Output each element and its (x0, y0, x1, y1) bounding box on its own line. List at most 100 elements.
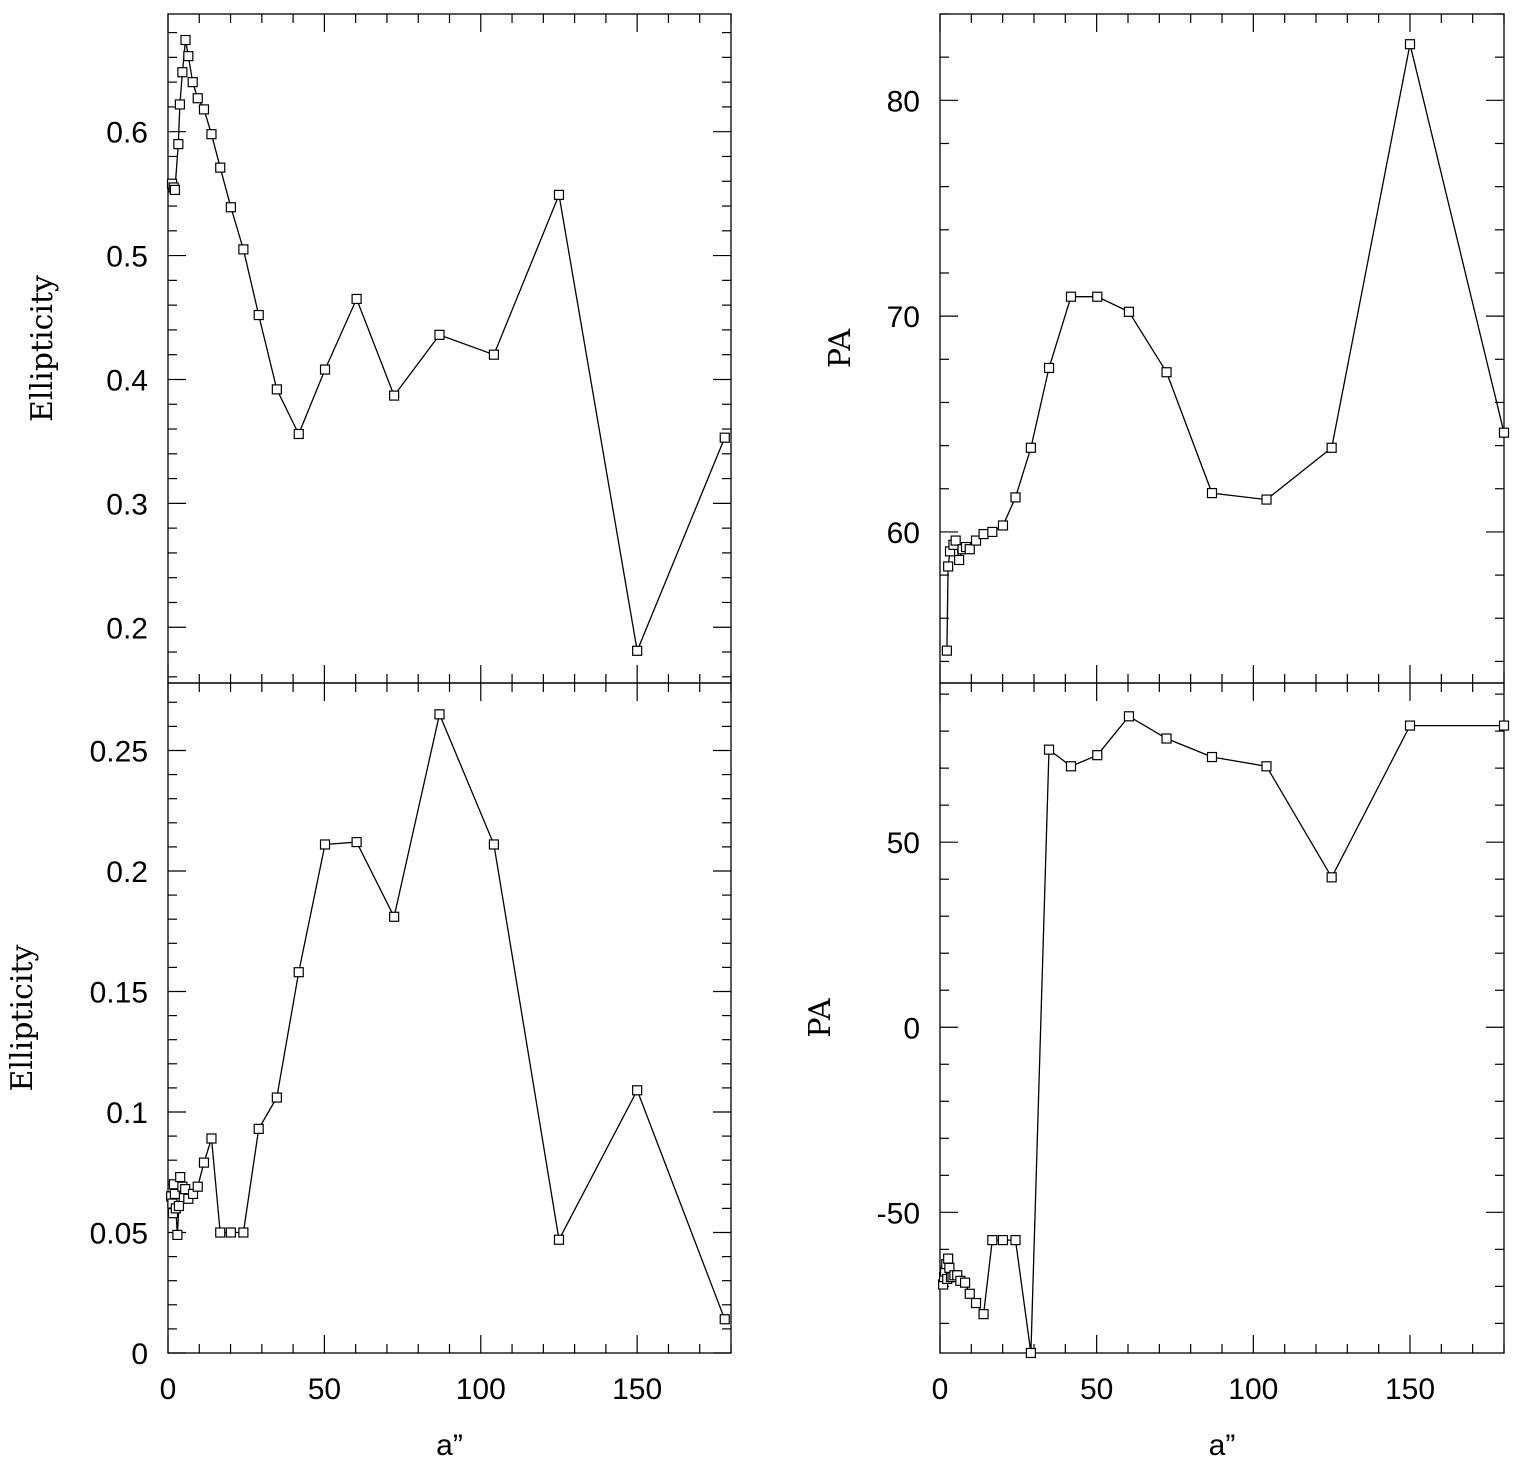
data-point (271, 384, 282, 395)
data-point (183, 51, 194, 62)
data-point (553, 189, 565, 200)
data-point (954, 554, 965, 566)
data-point (1043, 744, 1055, 755)
pa-top-panel: 60 70 80 PA (823, 13, 1510, 684)
data-point (943, 561, 954, 572)
data-point (173, 138, 184, 150)
series-line (170, 712, 726, 1320)
data-point (1498, 720, 1510, 731)
data-point (1123, 711, 1135, 722)
y-axis-label: Ellipticity (25, 275, 60, 422)
data-point (964, 1288, 975, 1299)
y-tick-label: 80 (887, 85, 920, 118)
y-axis-label: PA (803, 998, 838, 1037)
data-point (632, 645, 643, 656)
data-point (1025, 442, 1036, 453)
x-tick-label: 50 (308, 1373, 341, 1406)
y-tick-label: 0.6 (106, 117, 148, 150)
data-point (1161, 367, 1172, 378)
data-point (970, 1297, 982, 1309)
data-point (271, 1092, 282, 1103)
data-point (1065, 291, 1077, 302)
data-point (215, 1227, 226, 1238)
data-point (950, 535, 961, 546)
data-point (632, 1085, 643, 1096)
y-tick-label: 60 (887, 517, 920, 550)
plot-frame (167, 682, 732, 1354)
data-point (1498, 427, 1510, 438)
x-tick-label: 50 (1080, 1373, 1113, 1406)
data-point (997, 520, 1009, 531)
y-axis-label: Ellipticity (5, 944, 40, 1091)
data-point (1010, 492, 1021, 503)
y-tick-label: 0 (903, 1012, 920, 1045)
y-tick-label: 0.3 (106, 488, 148, 521)
data-point (719, 1314, 730, 1325)
y-tick-label: 70 (887, 301, 920, 334)
data-point (434, 329, 445, 340)
y-tick-label: 0.2 (106, 856, 148, 889)
y-tick-label: 0.25 (90, 735, 148, 768)
data-point (187, 77, 198, 88)
data-point (1065, 761, 1077, 772)
data-point (206, 1133, 217, 1144)
x-tick-label: 100 (456, 1373, 506, 1406)
y-axis-label: PA (823, 329, 858, 368)
series-line (946, 44, 1505, 651)
pa-bottom-panel: -50 0 50 0 50 100 150 a” PA (803, 682, 1510, 1462)
data-point (1206, 751, 1218, 763)
data-point (319, 839, 331, 850)
x-tick-label: 0 (932, 1373, 949, 1406)
data-point (253, 309, 264, 321)
plot-frame (939, 13, 1505, 684)
data-point (553, 1234, 565, 1245)
data-point (180, 34, 191, 46)
data-point (488, 839, 500, 850)
data-point (1404, 39, 1416, 50)
data-point (987, 526, 998, 538)
y-tick-label: -50 (877, 1197, 920, 1230)
data-point (174, 99, 185, 110)
data-point (198, 1157, 210, 1168)
plot-frame (939, 682, 1505, 1354)
data-point (238, 1227, 249, 1238)
data-point (1025, 1347, 1036, 1359)
data-point (173, 1200, 185, 1212)
data-point (1261, 494, 1272, 505)
data-point (172, 1229, 183, 1241)
y-tick-label: 0.1 (106, 1097, 148, 1130)
y-tick-label: 0.2 (106, 612, 148, 645)
data-point (1404, 720, 1416, 731)
data-point (959, 1277, 971, 1288)
y-tick-label: 0 (131, 1338, 148, 1371)
data-point (1123, 306, 1135, 317)
data-point (238, 244, 249, 255)
data-point (225, 202, 236, 213)
data-point (941, 645, 952, 656)
data-point (192, 93, 203, 104)
data-point (198, 104, 210, 115)
data-point (1261, 761, 1272, 772)
data-point (1206, 487, 1218, 499)
x-axis-label: a” (436, 1429, 463, 1462)
data-point (978, 528, 989, 540)
y-tick-label: 0.15 (90, 976, 148, 1009)
data-point (169, 184, 180, 196)
data-point (943, 1253, 954, 1264)
data-point (351, 836, 362, 848)
data-point (253, 1123, 264, 1134)
x-tick-label: 150 (612, 1373, 662, 1406)
data-point (970, 535, 982, 546)
data-point (1326, 872, 1337, 883)
data-point (987, 1234, 998, 1246)
data-point (1092, 750, 1103, 761)
data-point (1043, 362, 1055, 374)
x-tick-label: 100 (1228, 1373, 1278, 1406)
data-point (997, 1234, 1009, 1246)
x-tick-label: 0 (160, 1373, 177, 1406)
data-point (225, 1227, 236, 1238)
data-point (389, 911, 400, 922)
data-point (175, 1171, 186, 1183)
data-point (351, 293, 362, 305)
